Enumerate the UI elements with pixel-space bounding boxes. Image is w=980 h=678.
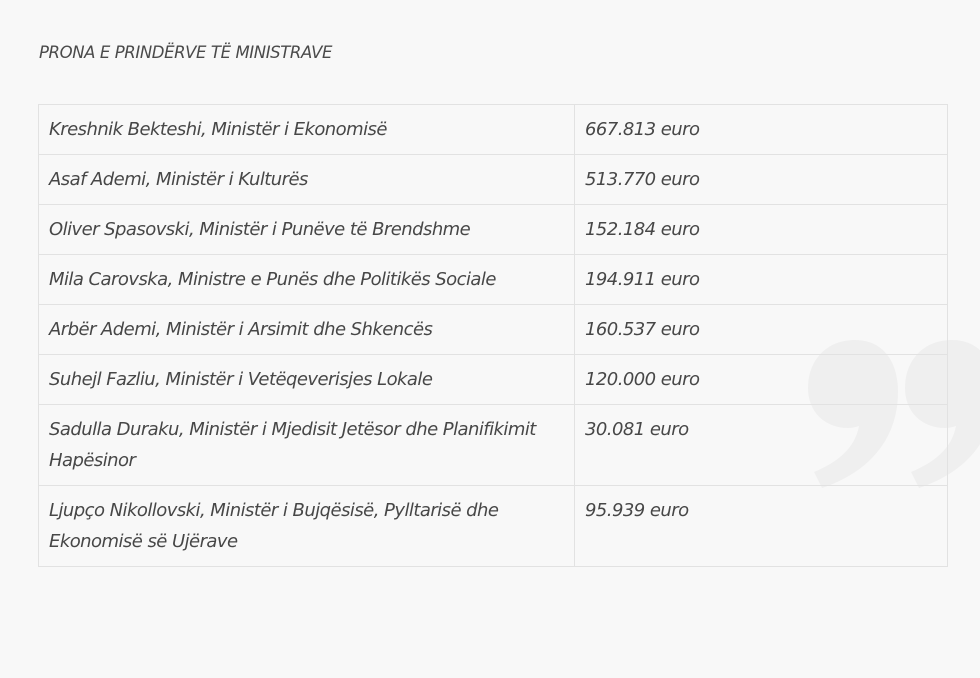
minister-name-cell: Ljupço Nikollovski, Ministër i Bujqësisë… — [38, 485, 575, 567]
table-row: Sadulla Duraku, Ministër i Mjedisit Jetë… — [38, 404, 948, 486]
parents-assets-table: Kreshnik Bekteshi, Ministër i Ekonomisë … — [38, 104, 948, 567]
minister-name-cell: Mila Carovska, Ministre e Punës dhe Poli… — [38, 254, 575, 305]
section-title: PRONA E PRINDËRVE TË MINISTRAVE — [39, 43, 332, 62]
minister-name-cell: Arbër Ademi, Ministër i Arsimit dhe Shke… — [38, 304, 575, 355]
minister-name-cell: Asaf Ademi, Ministër i Kulturës — [38, 154, 575, 205]
table-row: Suhejl Fazliu, Ministër i Vetëqeverisjes… — [38, 354, 948, 405]
asset-value-cell: 95.939 euro — [574, 485, 948, 567]
asset-value-cell: 667.813 euro — [574, 104, 948, 155]
table-row: Ljupço Nikollovski, Ministër i Bujqësisë… — [38, 485, 948, 567]
minister-name-cell: Kreshnik Bekteshi, Ministër i Ekonomisë — [38, 104, 575, 155]
asset-value-cell: 160.537 euro — [574, 304, 948, 355]
minister-name-cell: Sadulla Duraku, Ministër i Mjedisit Jetë… — [38, 404, 575, 486]
asset-value-cell: 30.081 euro — [574, 404, 948, 486]
asset-value-cell: 513.770 euro — [574, 154, 948, 205]
table-row: Asaf Ademi, Ministër i Kulturës 513.770 … — [38, 154, 948, 205]
asset-value-cell: 152.184 euro — [574, 204, 948, 255]
table-row: Mila Carovska, Ministre e Punës dhe Poli… — [38, 254, 948, 305]
table-row: Kreshnik Bekteshi, Ministër i Ekonomisë … — [38, 104, 948, 155]
minister-name-cell: Oliver Spasovski, Ministër i Punëve të B… — [38, 204, 575, 255]
minister-name-cell: Suhejl Fazliu, Ministër i Vetëqeverisjes… — [38, 354, 575, 405]
asset-value-cell: 120.000 euro — [574, 354, 948, 405]
table-row: Arbër Ademi, Ministër i Arsimit dhe Shke… — [38, 304, 948, 355]
asset-value-cell: 194.911 euro — [574, 254, 948, 305]
table-row: Oliver Spasovski, Ministër i Punëve të B… — [38, 204, 948, 255]
